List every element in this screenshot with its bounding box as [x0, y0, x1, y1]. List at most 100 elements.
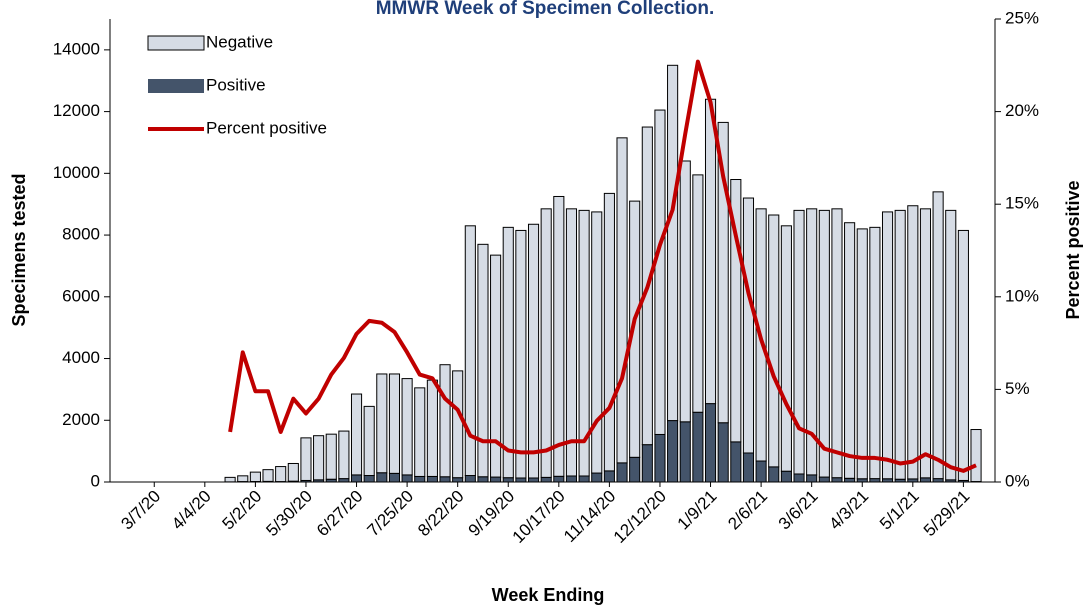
bar [616, 462, 628, 483]
bar [515, 477, 527, 483]
y2-tick-label: 0% [1005, 471, 1030, 490]
legend-label: Positive [206, 75, 266, 94]
y2-tick-label: 15% [1005, 194, 1039, 213]
bar [667, 64, 679, 422]
bar [932, 191, 944, 480]
y-tick-label: 6000 [62, 286, 100, 305]
bar [768, 466, 780, 483]
y2-axis-title: Percent positive [1063, 180, 1083, 319]
bar [957, 229, 969, 481]
bar [490, 254, 502, 478]
bar [376, 373, 388, 474]
bar [388, 472, 401, 483]
x-tick-label: 3/6/21 [775, 487, 822, 534]
bar [224, 476, 236, 483]
x-tick-label: 5/30/20 [262, 487, 316, 541]
bar [414, 475, 426, 483]
bar [730, 179, 742, 443]
bar [414, 387, 426, 477]
bar [338, 430, 350, 480]
bar [717, 422, 729, 483]
x-tick-label: 5/1/21 [876, 487, 923, 534]
x-tick-label: 6/27/20 [313, 487, 367, 541]
bar [540, 476, 552, 483]
bar [502, 477, 514, 483]
y-tick-label: 0 [91, 471, 100, 490]
bar [527, 477, 540, 483]
bar [667, 420, 679, 483]
y2-tick-label: 20% [1005, 101, 1039, 120]
bar [616, 137, 628, 464]
bar [300, 437, 312, 481]
bar [869, 478, 881, 483]
bar [464, 225, 476, 477]
bar [742, 197, 755, 454]
bar [388, 373, 401, 474]
bar [932, 478, 944, 483]
bar [350, 474, 363, 483]
bar [780, 470, 792, 483]
bar [844, 477, 856, 483]
x-tick-label: 12/12/20 [610, 487, 670, 547]
bar [540, 208, 552, 478]
bar [856, 228, 868, 480]
bar [591, 211, 603, 474]
x-tick-label: 8/22/20 [414, 487, 468, 541]
bar [262, 469, 274, 482]
bar [654, 109, 666, 435]
x-tick-label: 11/14/20 [560, 487, 619, 546]
bar [439, 476, 451, 483]
bar [275, 466, 287, 483]
x-tick-label: 7/25/20 [364, 487, 418, 541]
y2-tick-label: 25% [1005, 8, 1039, 27]
bar [780, 225, 792, 472]
bar [426, 475, 438, 483]
y-tick-label: 10000 [53, 163, 100, 182]
bar [603, 470, 615, 483]
bar [755, 460, 767, 483]
bar [553, 475, 565, 483]
bar [704, 403, 717, 483]
bar [452, 370, 464, 479]
bar [768, 214, 780, 468]
bar [439, 364, 451, 478]
x-axis-title: Week Ending [492, 585, 605, 605]
bar [793, 209, 805, 475]
bar [894, 209, 906, 480]
bar [515, 229, 527, 479]
bar [831, 477, 843, 483]
y-tick-label: 14000 [53, 39, 100, 58]
bar [679, 160, 691, 423]
bar [831, 208, 843, 479]
x-tick-label: 1/9/21 [674, 487, 721, 534]
x-tick-label: 4/4/20 [168, 487, 215, 534]
bar [818, 209, 830, 478]
bar [970, 429, 982, 483]
y-axis-title: Specimens tested [9, 173, 29, 326]
legend-label: Negative [206, 32, 273, 51]
bar [490, 476, 502, 483]
bar [401, 474, 413, 483]
bar [338, 478, 350, 483]
bar [502, 226, 514, 479]
bar [426, 379, 438, 477]
bar [527, 223, 540, 479]
bar [565, 475, 578, 483]
bar [477, 476, 489, 483]
bar [578, 209, 590, 477]
bar [869, 226, 881, 480]
bar [287, 462, 299, 482]
bar [881, 211, 894, 480]
bar [325, 433, 337, 480]
legend-swatch [148, 79, 204, 93]
bar [806, 474, 818, 483]
x-tick-label: 3/7/20 [117, 487, 164, 534]
bar [363, 475, 375, 483]
bar [629, 200, 641, 458]
y2-tick-label: 10% [1005, 286, 1039, 305]
bar [376, 472, 388, 483]
x-tick-label: 4/3/21 [825, 487, 872, 534]
x-tick-label: 2/6/21 [724, 487, 771, 534]
bar [249, 471, 261, 483]
line [228, 59, 977, 473]
